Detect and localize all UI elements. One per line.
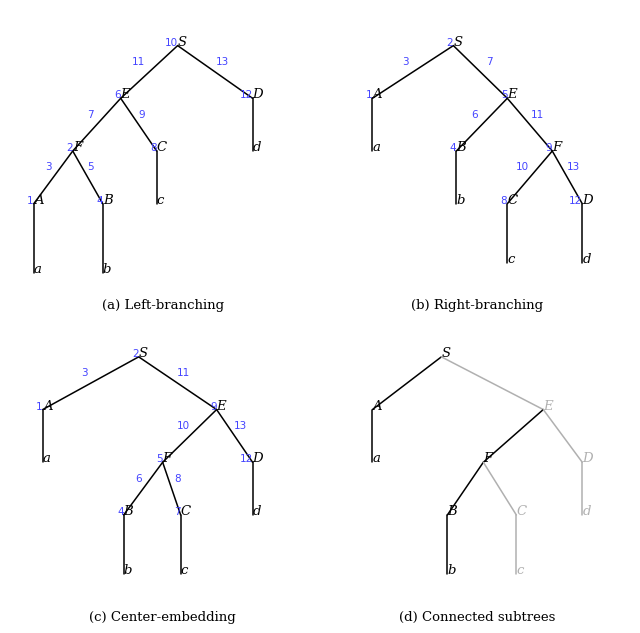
Text: 9: 9 (138, 110, 145, 120)
Text: D: D (582, 452, 593, 465)
Text: C: C (508, 194, 518, 207)
Text: 13: 13 (216, 57, 229, 67)
Text: 12: 12 (569, 196, 582, 206)
Text: 2: 2 (66, 143, 73, 153)
Text: D: D (253, 88, 263, 101)
Text: 12: 12 (239, 454, 253, 464)
Text: C: C (180, 505, 191, 518)
Text: 11: 11 (177, 368, 190, 379)
Text: 1: 1 (27, 196, 34, 206)
Text: 8: 8 (174, 473, 181, 484)
Text: a: a (34, 263, 42, 276)
Text: b: b (124, 564, 132, 577)
Text: 12: 12 (239, 91, 253, 100)
Text: C: C (157, 141, 167, 154)
Text: a: a (372, 452, 380, 465)
Text: b: b (456, 194, 465, 207)
Text: A: A (43, 399, 52, 413)
Text: S: S (442, 347, 451, 360)
Text: B: B (447, 505, 457, 518)
Text: 5: 5 (500, 91, 508, 100)
Text: 3: 3 (45, 163, 52, 172)
Text: F: F (73, 141, 82, 154)
Text: S: S (139, 347, 148, 360)
Text: 7: 7 (88, 110, 94, 120)
Text: 13: 13 (234, 421, 247, 431)
Text: 3: 3 (402, 57, 409, 67)
Text: 1: 1 (366, 91, 372, 100)
Text: 2: 2 (447, 37, 453, 47)
Text: d: d (582, 505, 591, 518)
Text: 6: 6 (136, 473, 142, 484)
Text: b: b (447, 564, 456, 577)
Text: 11: 11 (132, 57, 145, 67)
Text: 4: 4 (96, 196, 102, 206)
Text: c: c (157, 194, 164, 207)
Text: 10: 10 (177, 421, 190, 431)
Text: C: C (516, 505, 527, 518)
Text: S: S (453, 35, 463, 49)
Text: d: d (253, 505, 261, 518)
Text: 9: 9 (210, 401, 216, 411)
Text: E: E (508, 88, 517, 101)
Text: a: a (43, 452, 51, 465)
Text: D: D (253, 452, 263, 465)
Text: 5: 5 (156, 454, 163, 464)
Text: E: E (216, 399, 226, 413)
Text: 3: 3 (81, 368, 88, 379)
Text: 10: 10 (516, 163, 529, 172)
Text: (c) Center-embedding: (c) Center-embedding (89, 611, 236, 624)
Text: A: A (372, 399, 382, 413)
Text: 7: 7 (486, 57, 493, 67)
Text: 13: 13 (566, 163, 580, 172)
Text: b: b (102, 263, 111, 276)
Text: S: S (178, 35, 187, 49)
Text: 2: 2 (132, 349, 139, 359)
Text: F: F (163, 452, 172, 465)
Text: 8: 8 (150, 143, 157, 153)
Text: c: c (516, 564, 524, 577)
Text: 5: 5 (88, 163, 94, 172)
Text: E: E (543, 399, 553, 413)
Text: B: B (102, 194, 113, 207)
Text: d: d (253, 141, 261, 154)
Text: d: d (582, 253, 591, 266)
Text: F: F (483, 452, 493, 465)
Text: 1: 1 (36, 401, 43, 411)
Text: 8: 8 (500, 196, 508, 206)
Text: 6: 6 (114, 91, 121, 100)
Text: B: B (456, 141, 466, 154)
Text: (d) Connected subtrees: (d) Connected subtrees (399, 611, 556, 624)
Text: D: D (582, 194, 593, 207)
Text: 9: 9 (546, 143, 552, 153)
Text: c: c (508, 253, 515, 266)
Text: B: B (124, 505, 134, 518)
Text: c: c (180, 564, 188, 577)
Text: 7: 7 (174, 507, 180, 517)
Text: E: E (121, 88, 131, 101)
Text: A: A (372, 88, 382, 101)
Text: a: a (372, 141, 380, 154)
Text: 4: 4 (450, 143, 456, 153)
Text: (a) Left-branching: (a) Left-branching (102, 299, 224, 312)
Text: (b) Right-branching: (b) Right-branching (412, 299, 543, 312)
Text: 11: 11 (531, 110, 544, 120)
Text: 10: 10 (164, 37, 178, 47)
Text: F: F (552, 141, 561, 154)
Text: A: A (34, 194, 44, 207)
Text: 4: 4 (117, 507, 124, 517)
Text: 6: 6 (471, 110, 477, 120)
